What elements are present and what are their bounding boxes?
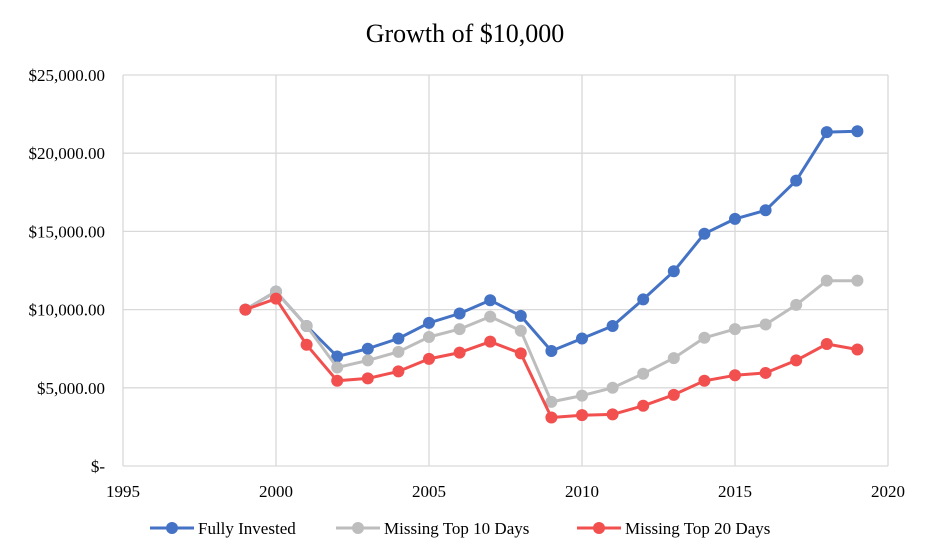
x-tick-label: 2015 [718, 482, 752, 501]
data-point [820, 274, 833, 287]
series-layer [239, 125, 864, 424]
x-tick-label: 2005 [412, 482, 446, 501]
y-tick-label: $5,000.00 [37, 379, 105, 398]
x-tick-label: 2020 [871, 482, 905, 501]
data-point [514, 324, 527, 337]
series-missing-top-20-days [239, 292, 864, 424]
data-point [667, 265, 680, 278]
axes [122, 75, 888, 467]
data-point [637, 367, 650, 380]
data-point [514, 347, 527, 360]
data-point [606, 408, 619, 421]
data-point [484, 310, 497, 323]
data-point [576, 409, 588, 422]
data-point [698, 374, 711, 387]
x-tick-label: 1995 [106, 482, 140, 501]
data-point [423, 316, 435, 329]
data-point [300, 338, 313, 351]
data-point [453, 307, 466, 320]
data-point [361, 372, 374, 385]
legend-label: Missing Top 20 Days [625, 519, 770, 538]
data-point [270, 292, 282, 305]
data-point [606, 320, 619, 333]
data-point [790, 298, 803, 311]
data-point [851, 274, 864, 287]
data-point [667, 388, 680, 401]
data-point [851, 343, 864, 356]
data-point [545, 395, 558, 408]
data-point [729, 212, 741, 225]
data-point [331, 374, 344, 387]
data-point [300, 320, 313, 333]
data-point [484, 294, 497, 307]
data-point [698, 331, 711, 344]
legend-swatch-marker [166, 522, 178, 534]
data-point [759, 366, 772, 379]
y-tick-label: $20,000.00 [29, 144, 106, 163]
legend-item: Fully Invested [150, 519, 296, 538]
data-point [392, 345, 405, 358]
data-point [606, 381, 619, 394]
data-point [790, 174, 803, 187]
data-point [667, 352, 680, 365]
data-point [637, 293, 650, 306]
data-point [392, 365, 405, 378]
data-point [851, 125, 864, 138]
data-point [698, 227, 711, 240]
data-point [453, 346, 466, 359]
data-point [759, 318, 772, 331]
chart-title: Growth of $10,000 [366, 19, 565, 48]
data-point [239, 303, 252, 316]
data-point [392, 332, 405, 345]
legend-label: Missing Top 10 Days [384, 519, 529, 538]
data-point [790, 354, 803, 367]
data-point [484, 335, 497, 348]
data-point [331, 350, 344, 363]
y-axis-tick-labels: $- $5,000.00 $10,000.00 $15,000.00 $20,000.0… [29, 66, 106, 476]
x-tick-label: 2010 [565, 482, 599, 501]
y-tick-label: $15,000.00 [29, 222, 106, 241]
x-tick-label: 2000 [259, 482, 293, 501]
y-tick-label: $10,000.00 [29, 301, 106, 320]
legend-item: Missing Top 20 Days [577, 519, 770, 538]
data-point [453, 323, 466, 336]
x-axis-tick-labels: 1995 2000 2005 2010 2015 2020 [106, 482, 905, 501]
legend-label: Fully Invested [198, 519, 296, 538]
data-point [331, 361, 344, 374]
data-point [759, 204, 772, 217]
data-point [423, 330, 435, 343]
data-point [361, 342, 374, 355]
data-point [637, 399, 650, 412]
legend-swatch-marker [352, 522, 364, 534]
data-point [729, 323, 741, 336]
data-point [729, 369, 741, 382]
data-point [514, 309, 527, 322]
data-point [820, 338, 833, 351]
data-point [576, 389, 588, 402]
data-point [545, 345, 558, 358]
legend: Fully Invested Missing Top 10 Days Missing… [150, 519, 770, 538]
y-tick-label: $- [91, 457, 106, 476]
data-point [361, 354, 374, 367]
data-point [820, 126, 833, 139]
legend-swatch-marker [593, 522, 605, 534]
legend-item: Missing Top 10 Days [336, 519, 529, 538]
data-point [576, 332, 588, 345]
y-tick-label: $25,000.00 [29, 66, 106, 85]
data-point [545, 411, 558, 424]
data-point [423, 352, 435, 365]
